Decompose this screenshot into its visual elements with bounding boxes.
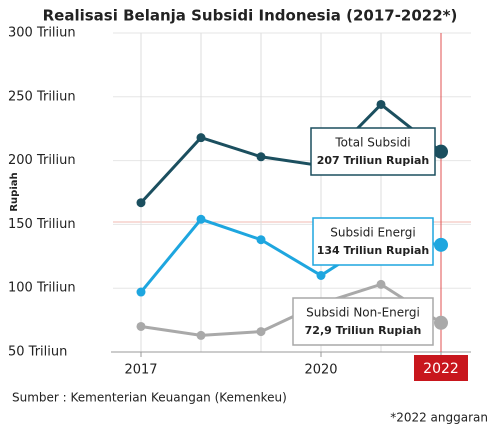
y-tick-label: 200 Triliun — [8, 153, 76, 168]
data-point — [196, 214, 206, 224]
y-axis-label: Rupiah — [9, 172, 20, 211]
data-point — [136, 198, 146, 208]
data-point — [316, 270, 326, 280]
x-tick-label: 2017 — [124, 363, 157, 378]
series-line — [139, 102, 442, 204]
data-point — [376, 99, 386, 109]
annotation-box — [310, 127, 436, 176]
data-point — [196, 133, 206, 143]
value-label: 72,9 Triliun Rupiah — [305, 324, 422, 337]
y-tick-label: 150 Triliun — [8, 217, 76, 232]
data-point — [434, 144, 448, 159]
note: *2022 anggaran — [390, 411, 488, 425]
value-label: 207 Triliun Rupiah — [317, 154, 430, 167]
data-point — [136, 321, 146, 331]
data-point — [256, 152, 266, 162]
y-tick-label: 50 Triliun — [8, 345, 67, 360]
annotation-box — [312, 217, 434, 266]
legend-label: Subsidi Non-Energi — [306, 306, 420, 320]
highlight-box — [414, 355, 468, 381]
x-tick-label: 2022 — [423, 361, 459, 377]
data-point — [376, 279, 386, 289]
data-point — [196, 330, 206, 340]
series-line — [140, 282, 442, 337]
y-tick-label: 300 Triliun — [8, 26, 76, 41]
x-tick-label: 2020 — [304, 363, 337, 378]
data-point — [256, 327, 266, 337]
value-label: 134 Triliun Rupiah — [317, 244, 430, 257]
legend-label: Total Subsidi — [334, 136, 410, 150]
annotation-box — [292, 297, 434, 346]
y-tick-label: 250 Triliun — [8, 89, 76, 104]
y-tick-label: 100 Triliun — [8, 281, 76, 296]
data-point — [136, 287, 146, 297]
chart-title: Realisasi Belanja Subsidi Indonesia (201… — [43, 7, 458, 25]
data-point — [434, 237, 448, 252]
data-point — [434, 315, 448, 330]
data-point — [256, 235, 266, 245]
source: Sumber : Kementerian Keuangan (Kemenkeu) — [12, 391, 287, 405]
legend-label: Subsidi Energi — [330, 226, 415, 240]
